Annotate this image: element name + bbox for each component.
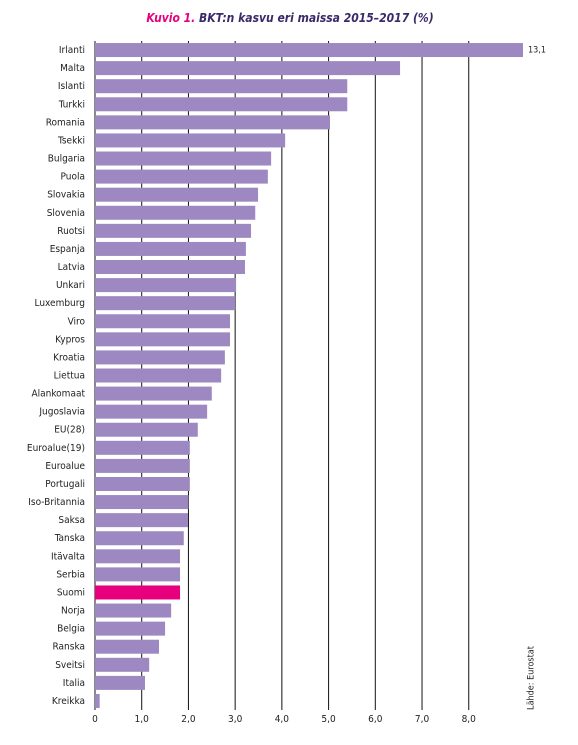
bar [95,657,150,672]
chart-title: Kuvio 1. BKT:n kasvu eri maissa 2015–201… [146,11,433,25]
bar [95,476,190,491]
y-tick-label: Espanja [50,244,85,255]
y-tick-label: Latvia [58,262,85,273]
bar [95,169,268,184]
bar [95,350,225,365]
bar [95,223,252,238]
y-tick-label: Itävalta [51,551,85,562]
y-tick-label: Tsekki [57,135,85,146]
y-tick-label: Islanti [58,81,85,92]
title-text: BKT:n kasvu eri maissa 2015–2017 (%) [199,11,434,25]
y-tick-label: Iso-Britannia [28,497,85,508]
y-tick-label: Saksa [58,515,85,526]
y-tick-label: Ranska [53,642,85,653]
figure-label: Kuvio 1. [146,11,195,25]
x-tick-label: 4,0 [275,714,290,725]
y-tick-label: Ruotsi [57,226,85,237]
bar [95,495,189,510]
y-tick-label: Portugali [45,479,85,490]
y-tick-label: Kroatia [53,352,85,363]
y-tick-label: Unkari [56,280,85,291]
y-tick-label: Euroalue(19) [27,443,85,454]
x-tick-label: 1,0 [135,714,150,725]
y-tick-label: Serbia [56,569,85,580]
bar [95,621,166,636]
x-tick-label: 7,0 [415,714,430,725]
y-tick-label: Puola [61,172,85,183]
bar [95,278,237,293]
x-tick-label: 5,0 [321,714,336,725]
bar [95,693,100,708]
y-tick-label: Kypros [55,334,85,345]
bar [95,205,256,220]
bar [95,675,145,690]
bar [95,133,286,148]
y-tick-label: Irlanti [59,45,85,56]
y-tick-label: Liettua [54,371,85,382]
bar [95,187,259,202]
y-tick-label: Slovenia [47,208,85,219]
x-tick-label: 0 [92,714,98,725]
x-tick-label: 2,0 [181,714,196,725]
bar [95,241,246,256]
bar [95,386,212,401]
y-tick-label: Kreikka [52,696,85,707]
source: Lähde: Eurostat [527,646,537,710]
bar [95,260,245,275]
y-tick-label: Slovakia [47,190,85,201]
bar [95,97,348,112]
bar [95,585,181,600]
bar [95,404,208,419]
bar [95,151,272,166]
x-tick-label: 8,0 [462,714,477,725]
y-tick-label: Belgia [57,624,85,635]
y-tick-label: Viro [68,316,86,327]
x-tick-label: 3,0 [228,714,243,725]
y-tick-label: Norja [61,606,85,617]
y-tick-label: EU(28) [54,425,85,436]
bar [95,549,181,564]
x-tick-label: 6,0 [368,714,383,725]
y-tick-label: Sveitsi [55,660,85,671]
y-tick-label: Alankomaat [31,389,85,400]
bar [95,296,236,311]
bar [95,531,184,546]
bar [95,314,231,329]
bar [95,79,348,94]
bar [95,440,190,455]
bar [95,368,222,383]
bar [95,115,330,130]
bar [95,513,188,528]
bar [95,61,401,76]
bar [95,639,160,654]
y-tick-label: Italia [63,678,85,689]
y-tick-label: Romania [46,117,85,128]
y-tick-label: Bulgaria [48,154,85,165]
bar [95,332,231,347]
y-tick-label: Malta [60,63,85,74]
bar [95,43,523,58]
y-tick-label: Suomi [57,587,85,598]
y-tick-label: Luxemburg [34,298,85,309]
y-tick-label: Tanska [54,533,85,544]
y-tick-label: Jugoslavia [38,407,85,418]
y-tick-label: Turkki [58,99,85,110]
y-tick-label: Euroalue [45,461,85,472]
bar [95,458,190,473]
bar [95,603,172,618]
value-label: 13,1 [528,46,546,56]
bar [95,422,198,437]
bar [95,567,181,582]
